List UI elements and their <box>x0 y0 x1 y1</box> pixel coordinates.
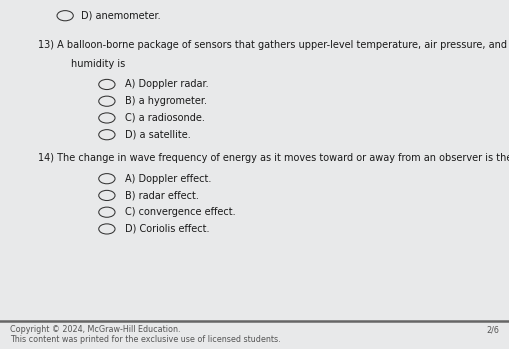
Text: B) a hygrometer.: B) a hygrometer. <box>125 96 207 106</box>
Text: D) a satellite.: D) a satellite. <box>125 130 190 140</box>
Text: 2/6: 2/6 <box>486 325 499 334</box>
Text: A) Doppler radar.: A) Doppler radar. <box>125 80 208 89</box>
Text: humidity is: humidity is <box>71 59 126 68</box>
Text: This content was printed for the exclusive use of licensed students.: This content was printed for the exclusi… <box>10 335 281 344</box>
Text: C) a radiosonde.: C) a radiosonde. <box>125 113 205 123</box>
Text: A) Doppler effect.: A) Doppler effect. <box>125 174 211 184</box>
Text: 14) The change in wave frequency of energy as it moves toward or away from an ob: 14) The change in wave frequency of ener… <box>38 153 509 163</box>
Text: Copyright © 2024, McGraw-Hill Education.: Copyright © 2024, McGraw-Hill Education. <box>10 325 181 334</box>
Text: B) radar effect.: B) radar effect. <box>125 191 199 200</box>
Text: C) convergence effect.: C) convergence effect. <box>125 207 235 217</box>
Text: D) anemometer.: D) anemometer. <box>81 11 161 21</box>
Text: 13) A balloon-borne package of sensors that gathers upper-level temperature, air: 13) A balloon-borne package of sensors t… <box>38 40 507 50</box>
Text: D) Coriolis effect.: D) Coriolis effect. <box>125 224 209 234</box>
